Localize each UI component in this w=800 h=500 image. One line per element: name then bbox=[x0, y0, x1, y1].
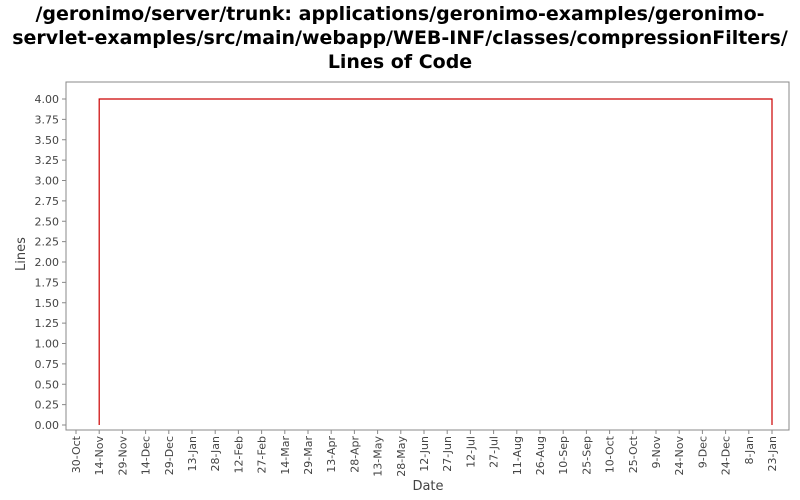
x-tick-label: 25-Oct bbox=[627, 435, 640, 473]
x-tick-label: 26-Aug bbox=[534, 436, 547, 475]
x-tick-label: 29-Mar bbox=[302, 436, 315, 475]
x-tick-label: 10-Sep bbox=[557, 436, 570, 475]
x-tick-label: 13-May bbox=[372, 436, 385, 477]
x-tick-label: 27-Feb bbox=[256, 436, 269, 473]
x-tick-label: 14-Nov bbox=[93, 436, 106, 476]
x-axis-label: Date bbox=[412, 479, 443, 494]
y-tick-label: 1.00 bbox=[35, 338, 60, 351]
x-tick-label: 14-Mar bbox=[279, 436, 292, 475]
x-tick-label: 28-May bbox=[395, 436, 408, 477]
y-tick-label: 2.00 bbox=[35, 256, 60, 269]
x-tick-label: 28-Apr bbox=[348, 436, 361, 473]
x-tick-label: 27-Jul bbox=[488, 436, 501, 468]
x-tick-label: 9-Nov bbox=[650, 436, 663, 469]
x-tick-label: 28-Jan bbox=[209, 436, 222, 472]
x-tick-label: 11-Aug bbox=[511, 436, 524, 475]
y-axis-label: Lines bbox=[14, 237, 29, 271]
x-tick-label: 29-Nov bbox=[116, 436, 129, 476]
x-tick-label: 13-Jan bbox=[186, 436, 199, 472]
y-tick-label: 1.75 bbox=[35, 276, 60, 289]
x-tick-label: 12-Jun bbox=[418, 436, 431, 472]
series-layer bbox=[98, 98, 773, 425]
x-tick-label: 12-Feb bbox=[232, 436, 245, 473]
x-tick-label: 25-Sep bbox=[580, 436, 593, 475]
x-tick-label: 9-Dec bbox=[696, 436, 709, 468]
y-tick-label: 1.25 bbox=[35, 317, 60, 330]
y-tick-label: 2.75 bbox=[35, 195, 60, 208]
x-tick-label: 8-Jan bbox=[743, 436, 756, 465]
y-tick-label: 4.00 bbox=[35, 93, 60, 106]
y-axis: 0.00 0.25 0.50 0.75 1.00 1.25 1.50 1.75 2.00 2.25… bbox=[35, 93, 66, 432]
y-tick-label: 3.25 bbox=[35, 154, 60, 167]
x-tick-label: 29-Dec bbox=[163, 436, 176, 475]
y-tick-label: 2.50 bbox=[35, 215, 60, 228]
x-tick-label: 30-Oct bbox=[70, 435, 83, 473]
y-tick-label: 0.25 bbox=[35, 399, 60, 412]
plot-area bbox=[65, 81, 790, 431]
y-tick-label: 0.75 bbox=[35, 358, 60, 371]
x-axis: 30-Oct 14-Nov 29-Nov 14-Dec 29-Dec 13-Jan 28-J… bbox=[70, 430, 779, 477]
y-tick-label: 3.75 bbox=[35, 113, 60, 126]
series-line-0 bbox=[98, 98, 773, 425]
y-tick-label: 0.50 bbox=[35, 378, 60, 391]
x-tick-label: 10-Oct bbox=[604, 435, 617, 473]
x-tick-label: 24-Nov bbox=[673, 436, 686, 476]
x-tick-label: 12-Jul bbox=[464, 436, 477, 468]
x-tick-label: 24-Dec bbox=[720, 436, 733, 475]
y-tick-label: 1.50 bbox=[35, 297, 60, 310]
y-tick-label: 3.00 bbox=[35, 175, 60, 188]
x-tick-label: 13-Apr bbox=[325, 436, 338, 473]
x-tick-label: 14-Dec bbox=[140, 436, 153, 475]
y-tick-label: 2.25 bbox=[35, 236, 60, 249]
y-tick-label: 3.50 bbox=[35, 134, 60, 147]
y-tick-label: 0.00 bbox=[35, 419, 60, 432]
x-tick-label: 27-Jun bbox=[441, 436, 454, 472]
x-tick-label: 23-Jan bbox=[766, 436, 779, 472]
chart-title: /geronimo/server/trunk: applications/ger… bbox=[12, 3, 788, 73]
